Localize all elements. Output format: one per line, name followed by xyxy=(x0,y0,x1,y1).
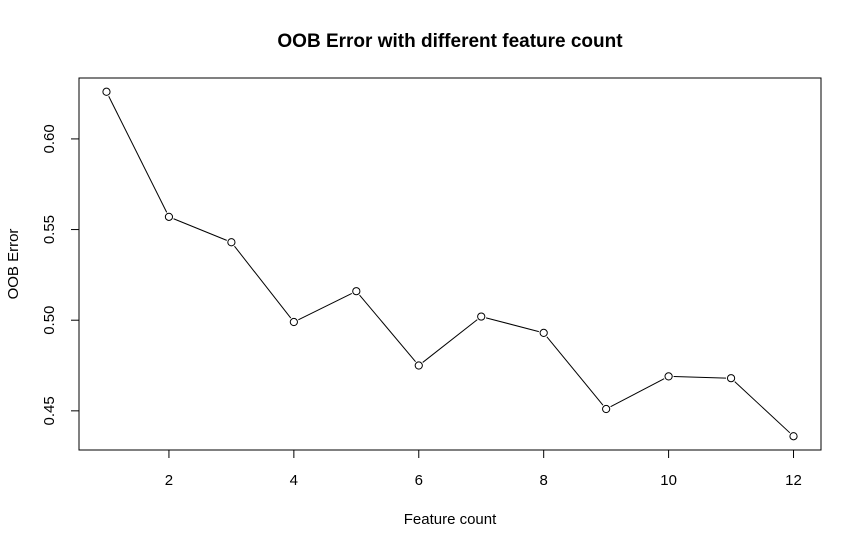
series-segment xyxy=(422,319,478,363)
x-tick-label: 4 xyxy=(290,472,298,489)
y-axis: 0.45 0.50 0.55 0.60 xyxy=(41,124,80,425)
series-segment xyxy=(234,245,292,319)
y-tick-label: 0.60 xyxy=(41,124,58,153)
data-point xyxy=(664,372,673,381)
series-segment xyxy=(734,381,791,434)
x-tick-label: 8 xyxy=(540,472,548,489)
data-point xyxy=(789,432,798,441)
series-segment xyxy=(298,292,353,321)
series-segment xyxy=(173,218,227,241)
y-tick-label: 0.50 xyxy=(41,306,58,335)
plot-area-frame xyxy=(78,77,822,451)
series-segment xyxy=(610,378,665,408)
y-tick-label: 0.55 xyxy=(41,215,58,244)
data-point xyxy=(102,87,111,96)
y-axis-label: OOB Error xyxy=(5,229,22,300)
x-axis-label: Feature count xyxy=(404,511,497,528)
x-tick-label: 2 xyxy=(165,472,173,489)
y-tick-label: 0.45 xyxy=(41,396,58,425)
series-segment xyxy=(359,294,416,363)
series-segment xyxy=(673,376,727,379)
data-point xyxy=(414,361,423,370)
data-point xyxy=(352,287,361,296)
x-axis: 2 4 6 8 10 12 xyxy=(165,449,802,489)
series-layer xyxy=(102,87,798,441)
chart-title: OOB Error with different feature count xyxy=(277,31,623,52)
data-point xyxy=(164,212,174,221)
data-point xyxy=(477,312,486,321)
series-segment xyxy=(485,317,539,333)
data-point xyxy=(602,404,611,414)
x-tick-label: 10 xyxy=(660,472,677,489)
data-point xyxy=(227,238,236,247)
x-tick-label: 12 xyxy=(785,472,802,489)
series-segment xyxy=(108,96,168,213)
data-point xyxy=(726,374,736,383)
data-point xyxy=(539,328,548,337)
x-tick-label: 6 xyxy=(415,472,423,489)
data-point xyxy=(289,317,298,327)
series-segment xyxy=(546,336,604,406)
